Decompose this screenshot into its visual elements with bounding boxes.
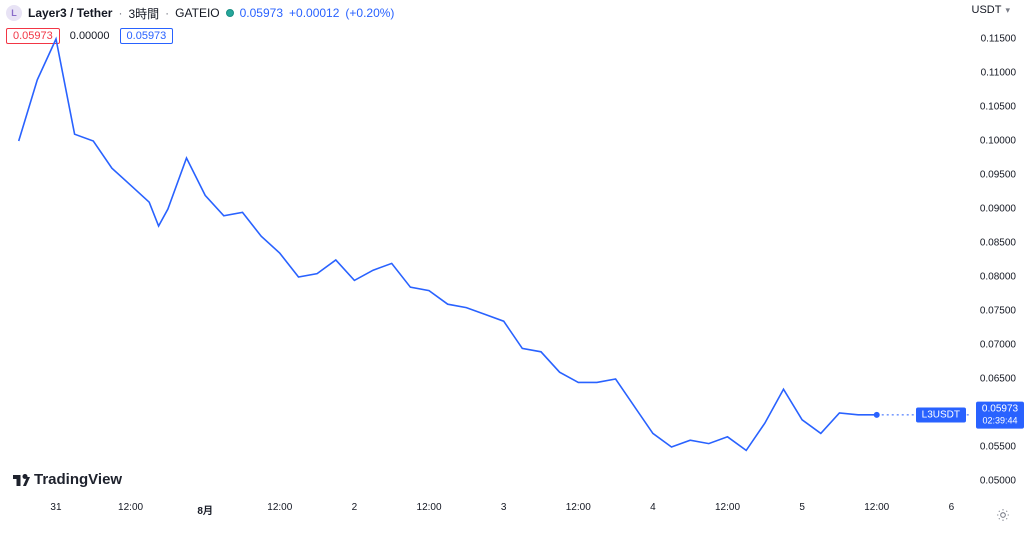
x-tick-label: 12:00 [715, 502, 740, 513]
market-status-icon [226, 9, 234, 17]
x-tick-label: 4 [650, 502, 656, 513]
x-tick-label: 5 [799, 502, 805, 513]
x-tick-label: 8月 [197, 502, 213, 517]
last-price-dot [874, 412, 880, 418]
y-tick-label: 0.09000 [980, 204, 1016, 215]
x-tick-label: 3 [501, 502, 507, 513]
price-tag-value: 0.05973 [982, 403, 1018, 414]
x-tick-label: 12:00 [267, 502, 292, 513]
y-tick-label: 0.07500 [980, 306, 1016, 317]
price-change-pct: (+0.20%) [345, 6, 394, 20]
x-tick-label: 2 [352, 502, 358, 513]
x-tick-label: 12:00 [118, 502, 143, 513]
pair-name[interactable]: Layer3 / Tether [28, 6, 112, 20]
y-tick-label: 0.05000 [980, 476, 1016, 487]
x-tick-label: 12:00 [417, 502, 442, 513]
interval-label[interactable]: 3時間 [128, 5, 159, 22]
y-tick-label: 0.05500 [980, 442, 1016, 453]
separator-dot: · [118, 6, 122, 20]
price-chart-svg [0, 22, 970, 498]
tradingview-logo-icon [12, 473, 30, 487]
plot-area[interactable] [0, 22, 970, 498]
y-tick-label: 0.09500 [980, 170, 1016, 181]
last-price: 0.05973 [240, 6, 283, 20]
watermark-text: TradingView [34, 471, 122, 488]
y-tick-label: 0.10000 [980, 136, 1016, 147]
x-axis[interactable]: 31 12:00 8月 12:00 2 12:00 3 12:00 4 12:00 5 12:00 6 [0, 502, 970, 518]
countdown-timer: 02:39:44 [981, 415, 1019, 426]
chevron-down-icon: ▾ [1005, 5, 1010, 16]
chart-container: L Layer3 / Tether · 3時間 · GATEIO 0.05973… [0, 0, 1024, 536]
symbol-icon: L [6, 5, 22, 21]
x-tick-label: 12:00 [566, 502, 591, 513]
tradingview-watermark[interactable]: TradingView [12, 471, 122, 488]
gear-icon[interactable] [996, 508, 1010, 522]
current-price-tag: 0.05973 02:39:44 [976, 401, 1024, 428]
y-tick-label: 0.10500 [980, 102, 1016, 113]
price-line [19, 39, 877, 450]
x-tick-label: 12:00 [864, 502, 889, 513]
x-tick-label: 6 [949, 502, 955, 513]
symbol-price-tag: L3USDT [916, 407, 966, 422]
y-tick-label: 0.07000 [980, 340, 1016, 351]
currency-label: USDT [972, 4, 1002, 16]
y-tick-label: 0.06500 [980, 374, 1016, 385]
currency-selector[interactable]: USDT ▾ [972, 4, 1010, 16]
y-tick-label: 0.11000 [981, 68, 1016, 79]
y-tick-label: 0.08500 [980, 238, 1016, 249]
separator-dot: · [165, 6, 169, 20]
y-tick-label: 0.11500 [981, 34, 1016, 45]
exchange-label[interactable]: GATEIO [175, 6, 219, 20]
x-tick-label: 31 [50, 502, 61, 513]
chart-header: L Layer3 / Tether · 3時間 · GATEIO 0.05973… [6, 4, 964, 22]
price-change-abs: +0.00012 [289, 6, 339, 20]
y-tick-label: 0.08000 [980, 272, 1016, 283]
